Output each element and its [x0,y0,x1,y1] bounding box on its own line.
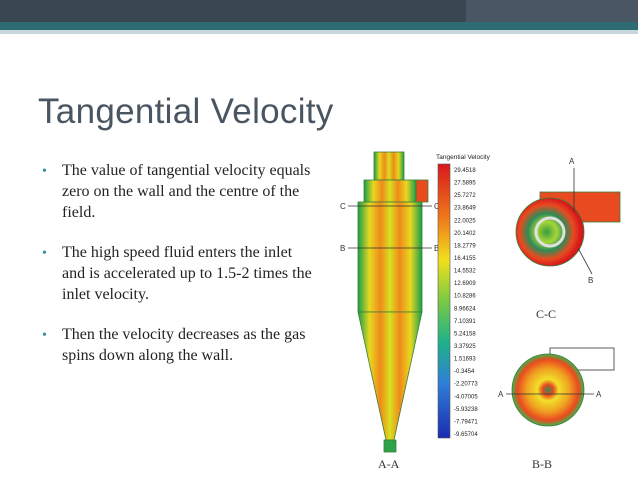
legend-value-label: -5.93238 [454,407,478,413]
legend-value-label: 8.96624 [454,306,476,312]
legend-value-label: 3.37925 [454,344,476,350]
legend-value-label: -9.65704 [454,432,478,438]
legend-value-label: 27.5895 [454,181,476,187]
bullet-dot-icon: • [42,164,47,179]
cross-section-bb [506,347,615,427]
header-block-1 [466,0,552,22]
cyclone-velocity-figure: C C B B Tangential Velocity 29.4518 27.58… [340,151,621,471]
velocity-legend: Tangential Velocity 29.4518 27.5895 25.727… [436,154,491,439]
legend-color-bar [437,163,451,439]
legend-value-label: 18.2779 [454,243,476,249]
bullet-text: The value of tangential velocity equals … [62,162,311,221]
legend-value-label: 12.6909 [454,281,476,287]
bb-marker-a-right: A [596,390,602,399]
label-bb: B-B [532,457,552,471]
section-marker-c-left: C [340,202,346,211]
section-marker-b-right: B [434,244,439,253]
bullet-dot-icon: • [42,328,47,343]
legend-value-label: 29.4518 [454,168,476,174]
cc-marker-a: A [569,157,575,166]
slide-title: Tangential Velocity [38,92,334,131]
legend-value-label: 20.1402 [454,231,476,237]
legend-value-label: 23.8649 [454,206,476,212]
bullet-list: • The value of tangential velocity equals… [36,160,316,385]
legend-value-label: 5.24158 [454,331,476,337]
legend-value-label: 1.51693 [454,357,476,363]
legend-value-label: 14.5532 [454,269,476,275]
bullet-text: Then the velocity decreases as the gas s… [62,326,306,364]
label-cc: C-C [536,307,556,321]
cyclone-section-aa [348,151,432,453]
legend-value-label: 25.7272 [454,193,476,199]
legend-value-label: -7.79471 [454,419,478,425]
cc-marker-b: B [588,276,593,285]
legend-value-label: 22.0025 [454,218,476,224]
bullet-item: • The value of tangential velocity equals… [36,160,316,223]
legend-value-label: 7.10391 [454,319,476,325]
header-block-2 [552,0,638,22]
section-marker-b-left: B [340,244,345,253]
top-accent-stripe [0,22,638,32]
legend-value-label: -2.20773 [454,382,478,388]
bb-marker-a-left: A [498,390,504,399]
label-aa: A-A [378,457,400,471]
bullet-text: The high speed fluid enters the inlet an… [62,244,312,303]
legend-value-label: -4.07005 [454,394,478,400]
legend-value-label: -0.3454 [454,369,475,375]
section-marker-c-right: C [434,202,440,211]
bullet-item: • Then the velocity decreases as the gas … [36,324,316,366]
legend-labels: 29.4518 27.5895 25.7272 23.8649 22.0025 20.14… [454,168,478,438]
legend-value-label: 16.4155 [454,256,476,262]
bullet-dot-icon: • [42,246,47,261]
bullet-item: • The high speed fluid enters the inlet a… [36,242,316,305]
legend-value-label: 10.8286 [454,294,476,300]
legend-title: Tangential Velocity [436,154,491,161]
top-accent-line [0,30,638,34]
cross-section-cc [515,168,621,275]
